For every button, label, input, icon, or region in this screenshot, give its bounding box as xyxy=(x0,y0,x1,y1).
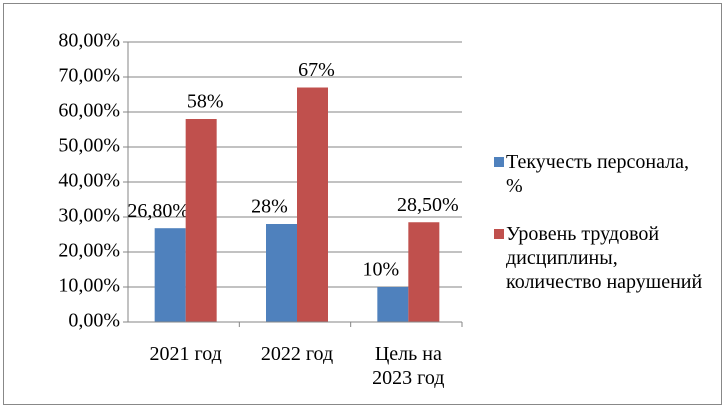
data-label: 58% xyxy=(187,91,224,113)
x-tick-label: Цель на 2023 год xyxy=(372,343,445,389)
chart-border xyxy=(3,3,722,405)
y-tick-label: 10,00% xyxy=(58,275,120,297)
bar xyxy=(297,87,328,322)
x-tick-label: 2021 год xyxy=(149,343,222,365)
legend-swatch xyxy=(494,229,504,239)
data-label: 67% xyxy=(298,59,335,81)
x-tick-label: 2022 год xyxy=(260,343,334,365)
y-tick-label: 20,00% xyxy=(58,240,120,262)
y-tick-label: 60,00% xyxy=(58,100,120,122)
y-tick-label: 30,00% xyxy=(58,205,120,227)
legend-swatch xyxy=(494,157,504,167)
y-tick-label: 40,00% xyxy=(58,170,120,192)
legend-label: Уровень трудовой дисциплины, количество … xyxy=(506,223,703,293)
bar xyxy=(408,222,440,322)
bar xyxy=(154,228,186,322)
y-tick-label: 70,00% xyxy=(58,65,120,87)
y-tick-label: 50,00% xyxy=(58,135,120,157)
bar xyxy=(377,287,409,322)
y-tick-label: 80,00% xyxy=(58,30,120,52)
data-label: 28% xyxy=(251,196,288,218)
bar xyxy=(266,224,297,322)
legend-label: Текучесть персонала, % xyxy=(506,151,690,197)
data-label: 28,50% xyxy=(397,194,459,216)
data-label: 10% xyxy=(362,259,399,281)
bar xyxy=(185,119,217,322)
y-tick-label: 0,00% xyxy=(68,310,120,332)
data-label: 26,80% xyxy=(127,200,189,222)
